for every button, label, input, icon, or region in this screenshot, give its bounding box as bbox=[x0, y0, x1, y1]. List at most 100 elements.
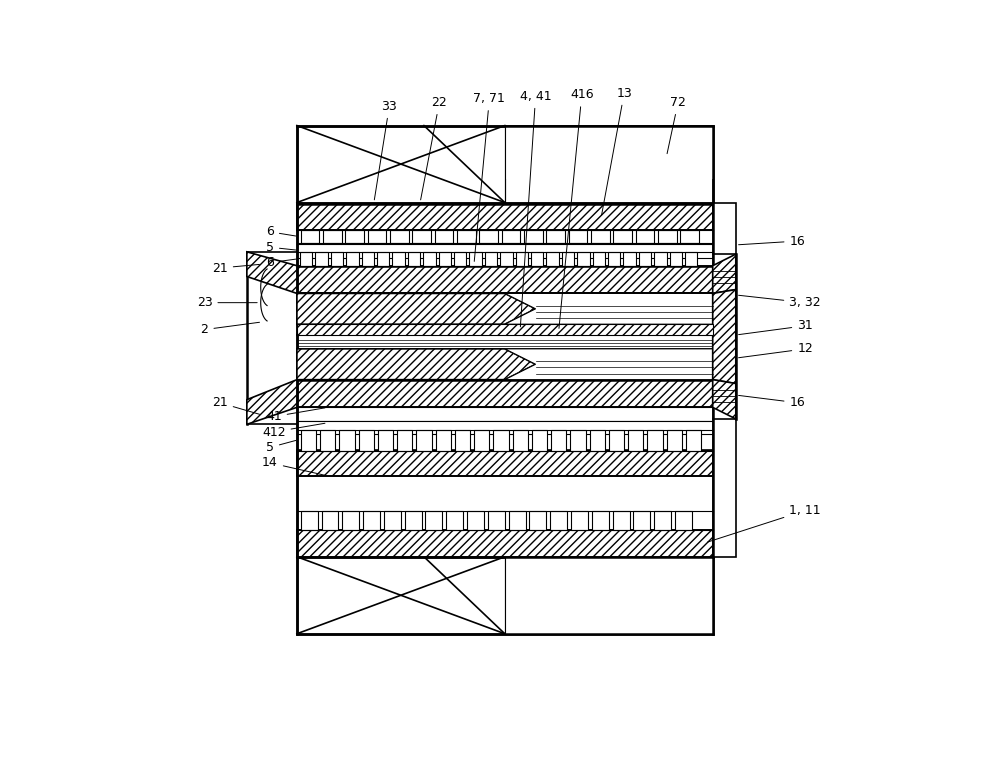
Bar bbox=[502, 229, 520, 244]
Bar bbox=[516, 252, 528, 266]
Bar bbox=[301, 229, 319, 244]
Bar bbox=[297, 407, 713, 421]
Bar bbox=[628, 430, 643, 451]
Text: 21: 21 bbox=[212, 261, 259, 274]
Bar bbox=[591, 229, 610, 244]
Bar bbox=[675, 510, 692, 529]
Bar bbox=[654, 510, 671, 529]
Bar bbox=[297, 244, 713, 258]
Bar bbox=[509, 510, 526, 529]
Text: 14: 14 bbox=[262, 456, 325, 475]
Bar bbox=[633, 510, 650, 529]
Bar bbox=[569, 229, 587, 244]
Text: 4, 41: 4, 41 bbox=[520, 90, 551, 327]
Bar bbox=[493, 430, 509, 451]
Polygon shape bbox=[297, 293, 536, 324]
Polygon shape bbox=[297, 349, 536, 380]
Bar bbox=[446, 510, 463, 529]
Polygon shape bbox=[713, 290, 736, 384]
Bar bbox=[378, 430, 393, 451]
Bar bbox=[590, 430, 605, 451]
Text: 416: 416 bbox=[559, 89, 594, 329]
Bar bbox=[339, 430, 355, 451]
Bar bbox=[392, 252, 405, 266]
Text: 41: 41 bbox=[266, 408, 325, 423]
Bar bbox=[505, 125, 713, 180]
Text: 16: 16 bbox=[739, 235, 805, 248]
Bar bbox=[297, 349, 713, 380]
Polygon shape bbox=[713, 254, 736, 293]
Bar bbox=[593, 252, 605, 266]
Bar bbox=[297, 529, 713, 557]
Bar bbox=[636, 229, 654, 244]
Bar bbox=[297, 324, 713, 335]
Bar bbox=[345, 229, 364, 244]
Bar bbox=[488, 510, 505, 529]
Bar bbox=[390, 229, 409, 244]
Bar bbox=[686, 430, 701, 451]
Bar bbox=[532, 430, 547, 451]
Bar bbox=[368, 229, 386, 244]
Bar bbox=[297, 335, 713, 349]
Text: 412: 412 bbox=[262, 423, 325, 439]
Bar bbox=[670, 252, 682, 266]
Bar bbox=[571, 510, 588, 529]
Bar bbox=[608, 252, 620, 266]
Text: 23: 23 bbox=[197, 296, 257, 309]
Bar bbox=[297, 266, 713, 293]
Bar bbox=[331, 252, 343, 266]
Text: 31: 31 bbox=[739, 319, 813, 335]
Bar bbox=[425, 510, 442, 529]
Bar bbox=[297, 421, 713, 433]
Bar bbox=[577, 252, 590, 266]
Bar bbox=[592, 510, 609, 529]
Bar bbox=[512, 430, 528, 451]
Bar bbox=[297, 293, 713, 324]
Bar bbox=[713, 407, 736, 557]
Bar bbox=[613, 229, 632, 244]
Bar bbox=[436, 430, 451, 451]
Polygon shape bbox=[247, 252, 297, 293]
Text: 7, 71: 7, 71 bbox=[473, 92, 505, 261]
Text: 21: 21 bbox=[212, 397, 260, 414]
Bar bbox=[362, 252, 374, 266]
Bar bbox=[550, 510, 567, 529]
Bar bbox=[562, 252, 574, 266]
Bar bbox=[474, 430, 489, 451]
Bar bbox=[457, 229, 476, 244]
Bar bbox=[439, 252, 451, 266]
Bar bbox=[297, 380, 713, 407]
Bar bbox=[680, 229, 699, 244]
Bar bbox=[500, 252, 512, 266]
Bar bbox=[467, 510, 484, 529]
Bar bbox=[658, 229, 677, 244]
Bar bbox=[623, 252, 636, 266]
Bar bbox=[297, 451, 713, 476]
Bar bbox=[297, 557, 713, 634]
Text: 6: 6 bbox=[266, 225, 296, 238]
Bar bbox=[454, 252, 466, 266]
Text: 6: 6 bbox=[266, 256, 296, 269]
Bar bbox=[297, 125, 713, 202]
Bar bbox=[315, 252, 328, 266]
Bar bbox=[297, 204, 713, 229]
Bar bbox=[529, 510, 546, 529]
Text: 5: 5 bbox=[266, 241, 296, 254]
Bar bbox=[416, 430, 432, 451]
Bar bbox=[546, 229, 565, 244]
Text: 1, 11: 1, 11 bbox=[708, 504, 821, 542]
Bar bbox=[405, 510, 422, 529]
Bar bbox=[685, 252, 697, 266]
Bar bbox=[455, 430, 470, 451]
Bar bbox=[346, 252, 358, 266]
Bar bbox=[363, 510, 380, 529]
Bar bbox=[546, 252, 559, 266]
Polygon shape bbox=[505, 349, 713, 380]
Polygon shape bbox=[713, 380, 736, 419]
Bar bbox=[322, 510, 338, 529]
Text: 3, 32: 3, 32 bbox=[739, 295, 821, 309]
Bar bbox=[301, 510, 318, 529]
Bar bbox=[323, 229, 342, 244]
Polygon shape bbox=[247, 380, 297, 424]
Bar bbox=[524, 229, 543, 244]
